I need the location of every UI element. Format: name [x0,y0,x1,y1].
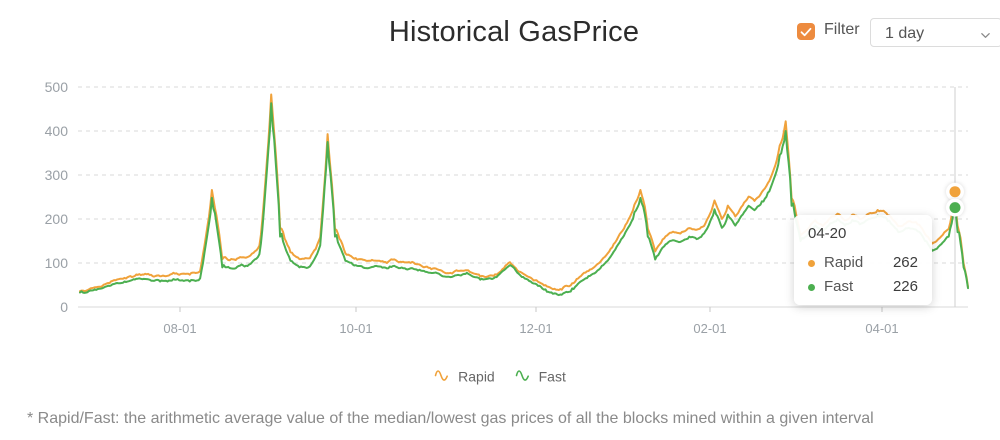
svg-text:400: 400 [45,123,69,139]
svg-text:10-01: 10-01 [339,321,372,336]
svg-text:12-01: 12-01 [519,321,552,336]
svg-text:02-01: 02-01 [693,321,726,336]
svg-text:500: 500 [45,79,69,95]
svg-text:08-01: 08-01 [163,321,196,336]
svg-text:100: 100 [45,255,69,271]
svg-text:200: 200 [45,211,69,227]
svg-text:04-01: 04-01 [865,321,898,336]
svg-text:0: 0 [60,299,68,315]
svg-text:300: 300 [45,167,69,183]
